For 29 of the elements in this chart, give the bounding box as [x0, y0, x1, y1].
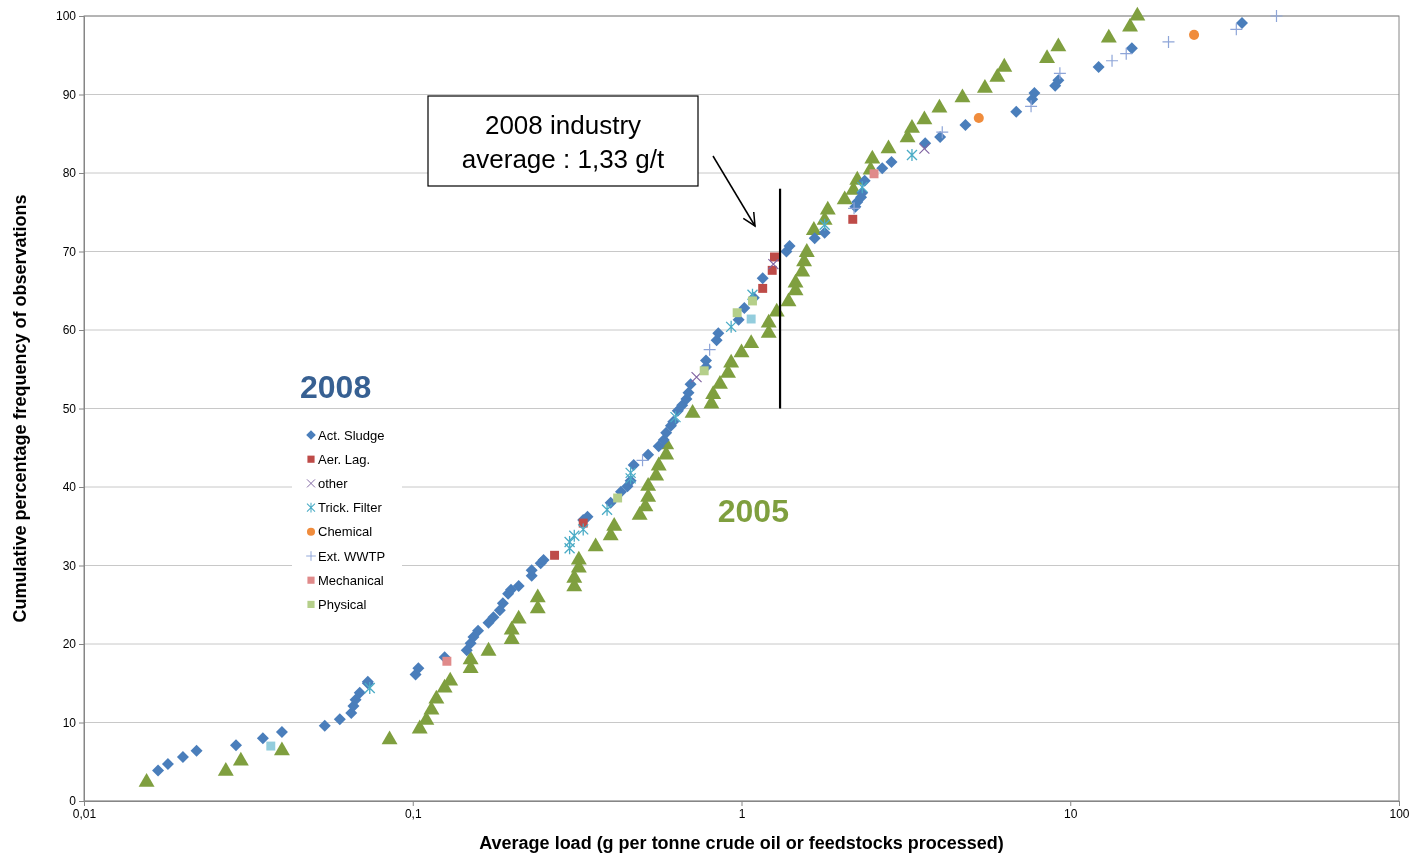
- x-axis-title: Average load (g per tonne crude oil or feedstocks processed): [479, 833, 1004, 853]
- legend-label: Physical: [318, 596, 367, 612]
- y-tick-label: 10: [62, 715, 77, 730]
- x-tick-label: 0,01: [72, 806, 97, 821]
- y-tick-label: 60: [62, 323, 77, 338]
- y-axis-title: Cumulative percentage frequency of observations: [10, 194, 30, 623]
- legend-label: Ext. WWTP: [318, 548, 386, 564]
- x-tick-label: 1: [738, 806, 746, 821]
- legend-label: Mechanical: [318, 572, 384, 588]
- legend-label: Trick. Filter: [318, 500, 383, 516]
- y-tick-label: 70: [62, 244, 77, 259]
- x-tick-label: 100: [1389, 806, 1410, 821]
- legend-title: 2008: [300, 369, 372, 405]
- y-tick-label: 50: [62, 401, 77, 416]
- series-label: 2005: [717, 493, 789, 530]
- y-tick-label: 80: [62, 166, 77, 181]
- y-tick-label: 0: [69, 794, 77, 809]
- annotation: 2008 industry average : 1,33 g/t: [461, 110, 665, 174]
- y-tick-label: 20: [62, 637, 77, 652]
- y-tick-label: 90: [62, 87, 77, 102]
- legend-label: other: [318, 475, 349, 491]
- y-tick-label: 30: [62, 558, 77, 573]
- legend-label: Act. Sludge: [318, 427, 385, 443]
- y-tick-label: 40: [62, 480, 77, 495]
- x-tick-label: 0,1: [404, 806, 422, 821]
- legend-label: Aer. Lag.: [318, 451, 371, 467]
- x-tick-label: 10: [1064, 806, 1078, 821]
- y-tick-label: 100: [55, 9, 77, 24]
- legend-label: Chemical: [318, 524, 373, 540]
